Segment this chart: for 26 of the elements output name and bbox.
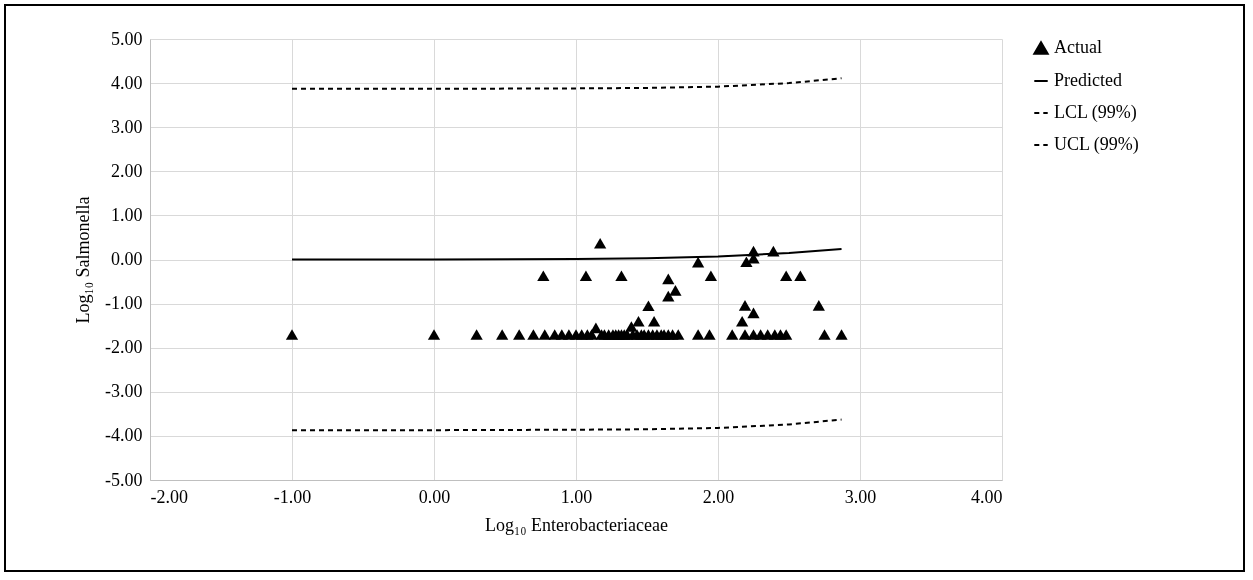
y-axis-title: Log₁₀ Salmonella xyxy=(73,196,94,324)
legend-label: UCL (99%) xyxy=(1054,134,1139,155)
x-tick-label: 1.00 xyxy=(560,486,593,507)
x-tick-label: 2.00 xyxy=(702,486,735,507)
y-tick-label: 3.00 xyxy=(111,116,143,137)
x-tick-label: -2.00 xyxy=(150,486,188,507)
legend-label: Predicted xyxy=(1054,70,1122,90)
line-series xyxy=(291,77,843,90)
x-tick-label: 0.00 xyxy=(418,486,451,507)
y-tick-label: -2.00 xyxy=(105,337,143,358)
y-tick-label: -3.00 xyxy=(105,381,143,402)
y-tick-label: 5.00 xyxy=(111,28,143,49)
y-tick-label: 1.00 xyxy=(111,204,143,225)
y-tick-label: 2.00 xyxy=(111,160,143,181)
y-tick-label: -1.00 xyxy=(105,293,143,314)
x-tick-label: -1.00 xyxy=(273,486,312,507)
y-tick-label: -4.00 xyxy=(105,425,143,446)
y-tick-label: 0.00 xyxy=(111,249,143,269)
y-tick-label: 4.00 xyxy=(111,72,143,93)
x-tick-label: 3.00 xyxy=(844,486,877,507)
y-tick-label: -5.00 xyxy=(105,469,143,490)
x-axis-title: Log₁₀ Enterobacteriaceae xyxy=(485,514,668,535)
x-tick-label: 4.00 xyxy=(971,486,1003,507)
line-series xyxy=(291,418,843,432)
legend-label: Actual xyxy=(1054,37,1102,57)
legend-label: LCL (99%) xyxy=(1054,102,1137,123)
